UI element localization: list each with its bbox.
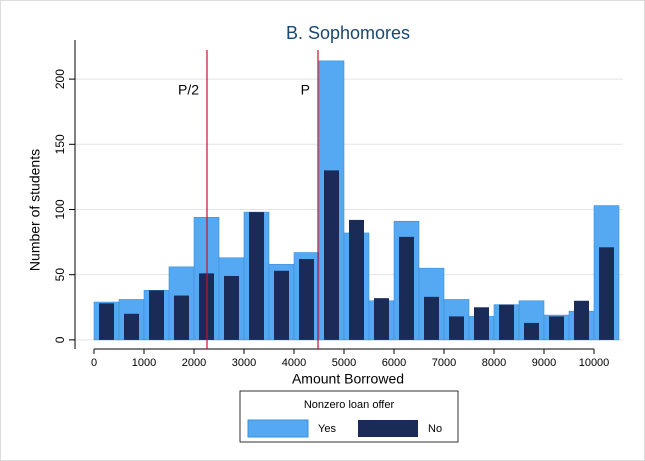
bar: [399, 236, 414, 340]
y-tick-label: 50: [53, 268, 67, 282]
bar: [574, 300, 589, 340]
legend-label: Yes: [318, 423, 336, 435]
x-tick-label: 10000: [579, 357, 610, 369]
y-tick-label: 200: [53, 69, 67, 89]
x-tick-label: 9000: [532, 357, 556, 369]
reference-label: P: [301, 82, 310, 98]
bar: [474, 307, 489, 340]
x-tick-label: 4000: [282, 357, 306, 369]
reference-label: P/2: [178, 82, 199, 98]
bar: [374, 298, 389, 340]
bar: [449, 316, 464, 340]
bar: [324, 170, 339, 340]
y-tick-label: 0: [53, 336, 67, 343]
bar: [349, 219, 364, 340]
bar: [499, 304, 514, 340]
bar: [424, 296, 439, 340]
x-tick-label: 0: [91, 357, 97, 369]
x-tick-label: 7000: [432, 357, 456, 369]
bar: [274, 270, 289, 340]
x-axis-label: Amount Borrowed: [292, 371, 404, 387]
bar: [149, 290, 164, 340]
legend-swatch: [358, 420, 418, 437]
y-tick-label: 150: [53, 134, 67, 154]
x-tick-label: 2000: [182, 357, 206, 369]
y-tick-label: 100: [53, 199, 67, 219]
legend-swatch: [247, 419, 309, 438]
legend-title: Nonzero loan offer: [304, 399, 395, 411]
chart-title: B. Sophomores: [286, 23, 410, 43]
y-axis-label: Number of students: [27, 149, 43, 271]
bar: [99, 303, 114, 340]
bar: [124, 313, 139, 340]
x-tick-label: 8000: [482, 357, 506, 369]
x-tick-label: 6000: [382, 357, 406, 369]
x-tick-label: 3000: [232, 357, 256, 369]
bar: [599, 247, 614, 340]
bar: [174, 295, 189, 340]
legend-label: No: [428, 423, 442, 435]
bar: [549, 316, 564, 340]
x-tick-label: 1000: [132, 357, 156, 369]
bar: [224, 275, 239, 340]
bar: [299, 259, 314, 340]
bar: [249, 212, 264, 340]
bar: [524, 322, 539, 340]
x-tick-label: 5000: [332, 357, 356, 369]
